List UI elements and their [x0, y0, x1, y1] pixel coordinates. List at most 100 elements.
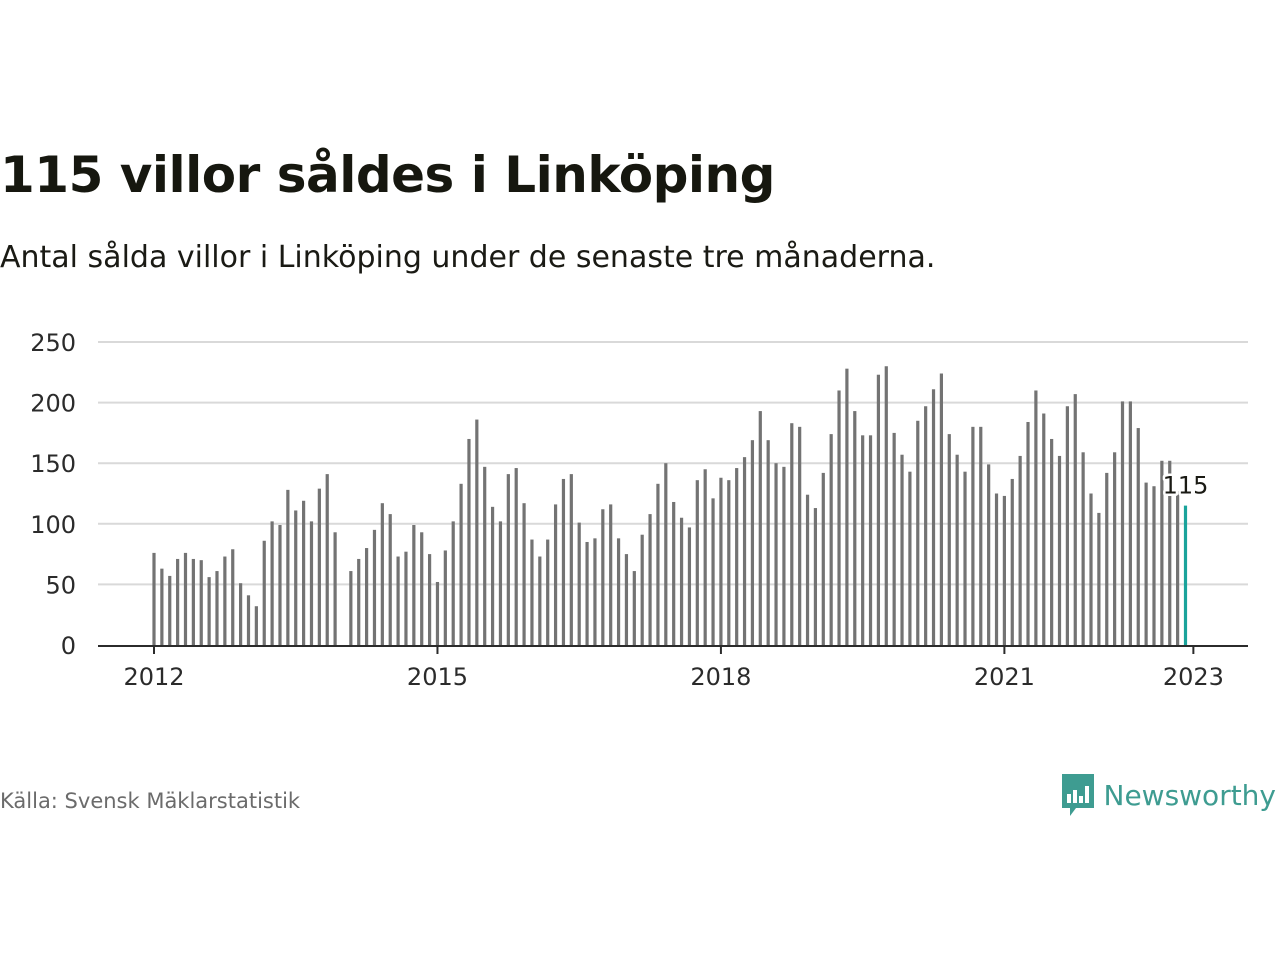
bar [349, 571, 353, 645]
bar [766, 440, 770, 645]
bar [498, 521, 503, 645]
bar [742, 457, 747, 645]
bar [546, 539, 550, 645]
bar [286, 489, 290, 645]
y-tick-label: 150 [30, 450, 76, 478]
bar [727, 480, 731, 645]
bar [530, 539, 534, 645]
bar [845, 368, 849, 645]
last-value-label: 115 [1163, 472, 1209, 500]
bar [467, 438, 471, 645]
x-axis-ticks: 2012 2015 2018 2021 2023 [123, 646, 1224, 691]
bar [317, 488, 321, 645]
bar [876, 374, 881, 645]
bar [1026, 421, 1030, 645]
bar [561, 478, 566, 645]
bar [569, 474, 573, 645]
bar [884, 366, 888, 645]
bar [183, 552, 188, 645]
bar [994, 493, 999, 645]
bar [309, 521, 314, 645]
bar [538, 556, 542, 645]
bar [790, 423, 794, 645]
bar [664, 463, 668, 645]
bar [624, 554, 629, 645]
bar [168, 575, 172, 645]
bar [892, 432, 896, 645]
bar [609, 504, 613, 645]
bar [1113, 452, 1117, 645]
bar [971, 426, 975, 645]
bar [1042, 413, 1046, 645]
bar [916, 420, 920, 645]
bar [191, 558, 195, 645]
bar [333, 532, 337, 645]
chart-subtitle: Antal sålda villor i Linköping under de … [0, 240, 936, 275]
bar [719, 477, 723, 645]
bar [239, 583, 243, 645]
bar [160, 568, 164, 645]
bar [278, 525, 282, 645]
bar [798, 426, 802, 645]
bar [380, 503, 384, 645]
bar [506, 474, 510, 645]
bar [774, 463, 778, 645]
bar [1057, 455, 1062, 645]
x-tick-label: 2015 [407, 663, 468, 691]
chart-title: 115 villor såldes i Linköping [0, 146, 775, 204]
x-tick-label: 2012 [123, 663, 184, 691]
bar [963, 471, 967, 645]
bar [703, 469, 707, 645]
bar [679, 517, 684, 645]
bar [632, 571, 636, 645]
bar [152, 552, 156, 645]
bar [475, 419, 479, 645]
bar [364, 548, 369, 645]
bar [813, 508, 818, 645]
bar [853, 411, 857, 645]
bar [758, 411, 762, 645]
brand-name: Newsworthy [1103, 778, 1277, 812]
bar [1002, 495, 1006, 645]
bar [821, 472, 825, 645]
bar [577, 522, 581, 645]
bar [1120, 401, 1125, 645]
bar [593, 538, 597, 645]
bar [262, 540, 266, 645]
bar [987, 464, 991, 645]
y-tick-label: 250 [30, 329, 76, 357]
x-tick-label: 2018 [690, 663, 751, 691]
bar [404, 551, 408, 645]
y-axis-ticks: 0 50 100 150 200 250 [30, 329, 76, 660]
bar [1168, 460, 1172, 645]
brand-logo: Newsworthy [1060, 772, 1277, 818]
bar [900, 454, 904, 645]
bar [176, 558, 180, 645]
bar [207, 577, 211, 645]
bar [215, 571, 219, 645]
bar [750, 440, 755, 645]
bar [585, 541, 589, 645]
bar [1097, 512, 1101, 645]
bar [1073, 394, 1077, 645]
bar [735, 468, 739, 645]
bar [1176, 491, 1180, 645]
bar [616, 538, 621, 645]
bar [490, 506, 495, 645]
bar [1160, 460, 1164, 645]
bar [805, 494, 810, 645]
bar [695, 480, 699, 645]
bar [908, 471, 912, 645]
bar [522, 503, 526, 645]
bar [1136, 428, 1140, 645]
bar [553, 504, 558, 645]
bar [979, 426, 983, 645]
bar [325, 474, 329, 645]
bar [1065, 406, 1069, 645]
bar [302, 500, 306, 645]
bar [1128, 401, 1132, 645]
bar [1105, 472, 1109, 645]
bar [1018, 455, 1022, 645]
bar [1010, 478, 1014, 645]
bar [427, 554, 432, 645]
